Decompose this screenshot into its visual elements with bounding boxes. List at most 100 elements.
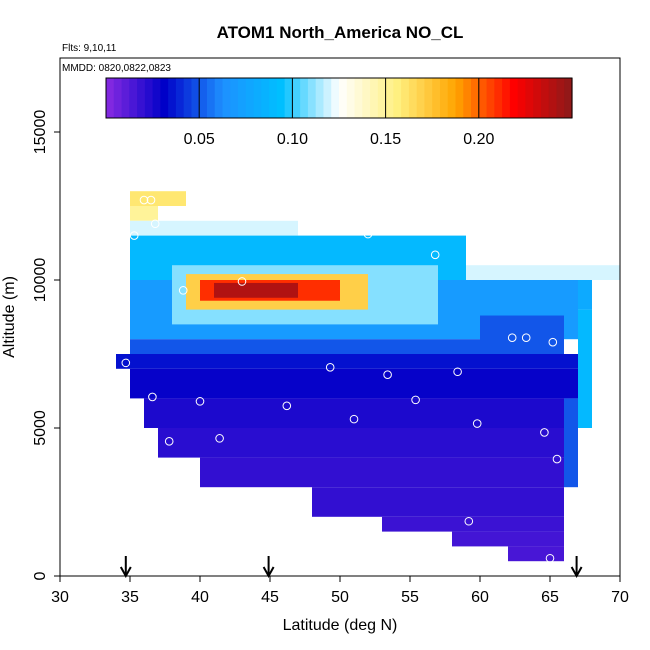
y-tick-label-1: 5000 [32,410,49,446]
colorbar-segment-35 [377,78,387,118]
flight-point-18 [521,333,531,343]
colorbar: 0.05 0.10 0.15 0.20 [105,77,573,148]
colorbar-tick-label-3: 0.20 [463,131,494,148]
colorbar-segment-23 [284,78,293,118]
flight-point-2 [129,231,139,240]
colorbar-segment-59 [564,78,573,118]
colorbar-segment-37 [393,78,402,118]
colorbar-segment-50 [494,78,503,118]
colorbar-segment-40 [416,78,426,118]
colorbar-segment-39 [408,78,418,118]
flight-point-28 [545,553,555,563]
x-tick-label-3: 45 [261,589,279,606]
colorbar-segment-11 [191,78,200,118]
x-tick-label-2: 40 [191,589,209,606]
x-axis-label: Latitude (deg N) [283,617,398,634]
chart-title: ATOM1 North_America NO_CL [217,23,464,42]
heatmap-cell-10 [214,282,298,298]
flight-point-25 [164,437,174,446]
flight-point-23 [540,428,549,437]
colorbar-segment-54 [525,78,534,118]
colorbar-segment-58 [556,78,565,118]
colorbar-segment-42 [432,78,441,118]
flight-point-19 [548,337,558,347]
colorbar-segment-7 [160,78,169,118]
colorbar-segment-48 [478,78,488,118]
colorbar-segment-31 [346,78,356,118]
x-tick-label-7: 65 [541,589,559,606]
colorbar-segment-55 [533,78,542,118]
flight-point-20 [349,414,359,424]
colorbar-segment-12 [199,78,208,118]
latitude-arrow-0 [119,556,132,579]
flight-point-27 [464,516,474,526]
colorbar-tick-label-1: 0.10 [277,131,308,148]
heatmap-cell-21 [564,398,578,488]
heatmap-cell-16 [200,457,564,488]
colorbar-segment-44 [447,78,457,118]
y-tick-label-3: 15000 [32,110,49,155]
flight-point-9 [237,277,247,286]
colorbar-segment-56 [540,78,550,118]
heatmap-cell-12 [116,354,578,369]
colorbar-segment-10 [183,78,193,118]
colorbar-segment-21 [269,78,278,118]
flight-point-13 [282,401,292,411]
colorbar-segment-57 [548,78,558,118]
axes: 30 35 40 45 50 55 60 65 70 0 5000 10000 15000 [32,110,629,606]
colorbar-segment-5 [144,78,154,118]
colorbar-segment-36 [385,78,394,118]
colorbar-segment-41 [424,78,433,118]
colorbar-segment-3 [129,78,138,118]
flight-point-17 [507,333,517,343]
colorbar-tick-label-0: 0.05 [184,131,215,148]
flight-point-1 [146,195,156,205]
heatmap-cell-15 [158,428,578,458]
x-tick-label-6: 60 [471,589,489,606]
latitude-arrows [119,556,583,579]
heatmap-cell-23 [480,315,564,354]
flight-point-10 [121,358,131,368]
flight-point-7 [489,256,499,266]
x-tick-label-8: 70 [611,589,629,606]
colorbar-tick-label-2: 0.15 [370,131,401,148]
colorbar-segment-47 [471,78,480,118]
heatmap-cell-18 [382,516,564,532]
colorbar-segment-9 [175,78,185,118]
dates-label: MMDD: 0820,0822,0823 [62,63,171,74]
heatmap-cell-2 [130,220,298,236]
y-axis-label: Altitude (m) [1,276,18,358]
heatmap-cell-11 [130,339,564,354]
colorbar-segment-22 [276,78,286,118]
colorbar-segment-53 [517,78,526,118]
flight-point-26 [215,434,224,443]
heatmap-cell-17 [312,487,564,517]
flights-label: Flts: 9,10,11 [62,43,117,54]
flight-points [121,195,562,563]
flight-point-22 [472,419,482,428]
heatmap-cell-20 [508,546,564,562]
heatmap-cell-13 [130,368,578,399]
colorbar-segment-8 [168,78,177,118]
colorbar-segment-24 [292,78,301,118]
y-tick-label-0: 0 [32,571,49,580]
colorbar-segment-26 [307,78,317,118]
colorbar-segment-28 [323,78,332,118]
colorbar-segment-49 [486,78,495,118]
colorbar-segment-25 [300,78,309,118]
flight-point-24 [552,454,562,464]
colorbar-segment-30 [339,78,348,118]
flight-point-11 [148,392,157,402]
colorbar-segment-51 [502,78,511,118]
colorbar-segment-14 [214,78,224,118]
flight-point-16 [453,367,462,377]
heatmap-cells [116,191,620,562]
flight-point-4 [300,223,310,233]
colorbar-segment-2 [121,78,130,118]
colorbar-segment-15 [222,78,231,118]
colorbar-segment-19 [253,78,262,118]
heatmap-cell-19 [452,531,564,547]
colorbar-segment-43 [439,78,449,118]
flight-point-6 [430,250,440,260]
